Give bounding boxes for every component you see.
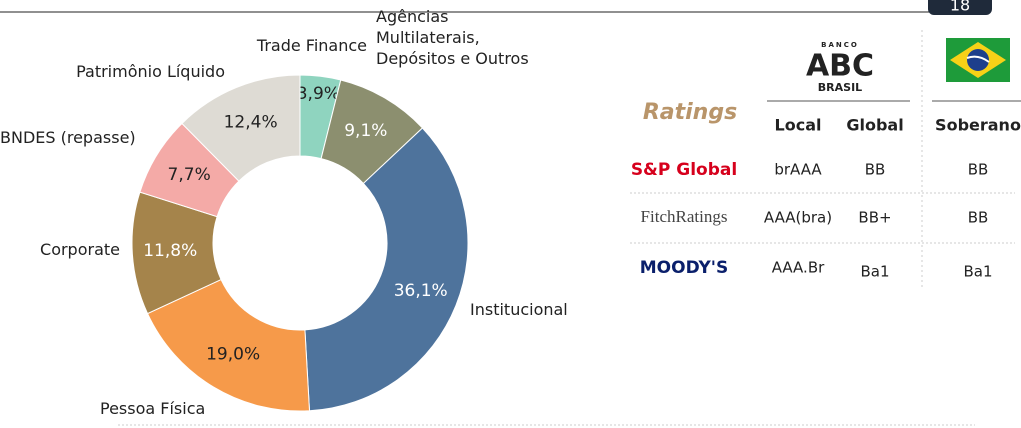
ratings-title: Ratings xyxy=(643,100,737,125)
value-label: 36,1% xyxy=(394,281,448,301)
value-label: 19,0% xyxy=(206,344,260,364)
column-header: Local xyxy=(775,116,822,135)
value-label: 7,7% xyxy=(168,165,211,185)
logo-bottom: BRASIL xyxy=(818,81,862,94)
logo-name: ABC xyxy=(806,49,874,84)
column-header: Soberano xyxy=(935,116,1021,135)
rating-cell: BB xyxy=(865,161,886,179)
value-label: 12,4% xyxy=(224,113,278,133)
rating-cell: brAAA xyxy=(774,161,822,179)
category-label: Corporate xyxy=(40,240,120,259)
rating-cell: AAA(bra) xyxy=(764,209,832,227)
page-number: 18 xyxy=(950,0,970,15)
value-label: 3,9% xyxy=(297,84,340,104)
page-badge xyxy=(928,0,992,15)
category-label: Agências Multilaterais, Depósitos e Outr… xyxy=(376,7,529,68)
category-label: Patrimônio Líquido xyxy=(76,62,225,81)
logo-top: BANCO xyxy=(821,41,859,49)
rating-cell: BB+ xyxy=(858,209,891,227)
donut-segment xyxy=(304,127,469,412)
category-label: BNDES (repasse) xyxy=(0,128,136,147)
rating-cell: BB xyxy=(968,209,989,227)
brazil-flag xyxy=(946,38,1010,82)
donut-segment xyxy=(181,74,301,182)
category-label: Institucional xyxy=(470,300,568,319)
category-label: Pessoa Física xyxy=(100,399,206,418)
agency-logo: MOODY'S xyxy=(640,258,728,278)
agency-logo: FitchRatings xyxy=(641,207,728,226)
agency-logo: S&P Global xyxy=(631,160,737,180)
value-label: 9,1% xyxy=(344,121,387,141)
rating-cell: AAA.Br xyxy=(772,259,825,277)
column-header: Global xyxy=(846,116,903,135)
rating-cell: Ba1 xyxy=(860,263,889,281)
value-label: 11,8% xyxy=(143,241,197,261)
category-label: Trade Finance xyxy=(256,36,367,55)
donut-segment xyxy=(146,278,311,412)
rating-cell: BB xyxy=(968,161,989,179)
rating-cell: Ba1 xyxy=(963,263,992,281)
